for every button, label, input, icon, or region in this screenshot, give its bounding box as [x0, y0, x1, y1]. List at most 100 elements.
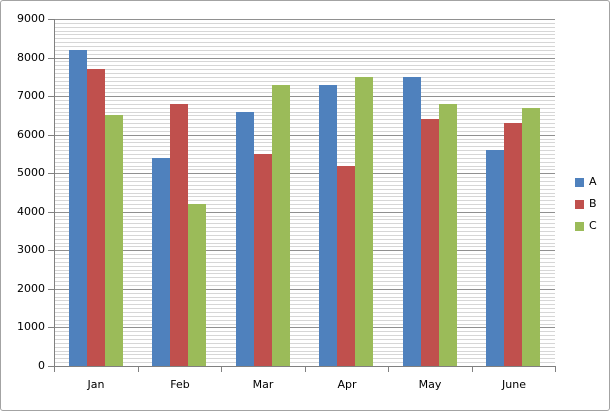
gridline-minor [54, 189, 555, 190]
x-axis-tick [54, 367, 55, 372]
gridline-minor [54, 293, 555, 294]
gridline-minor [54, 308, 555, 309]
gridline-minor [54, 177, 555, 178]
y-axis-line [54, 19, 55, 367]
y-axis-label: 1000 [17, 320, 45, 333]
gridline-minor [54, 27, 555, 28]
legend-label: A [589, 175, 597, 188]
gridline-minor [54, 38, 555, 39]
gridline-minor [54, 358, 555, 359]
legend-entry-b: B [575, 198, 597, 210]
gridline-minor [54, 316, 555, 317]
y-axis-tick [48, 327, 54, 328]
legend-label: B [589, 197, 597, 210]
x-axis-tick [305, 367, 306, 372]
plot-area [54, 19, 555, 366]
gridline-minor [54, 34, 555, 35]
gridline-minor [54, 300, 555, 301]
gridline-major [54, 289, 555, 290]
y-axis-label: 5000 [17, 166, 45, 179]
legend-swatch-b [575, 199, 584, 209]
gridline-minor [54, 142, 555, 143]
gridline-minor [54, 312, 555, 313]
gridline-major [54, 327, 555, 328]
y-axis-tick [48, 96, 54, 97]
gridline-minor [54, 231, 555, 232]
gridline-minor [54, 246, 555, 247]
gridline-major [54, 212, 555, 213]
gridline-minor [54, 208, 555, 209]
gridline-minor [54, 331, 555, 332]
gridline-minor [54, 146, 555, 147]
x-axis-tick [472, 367, 473, 372]
legend-swatch-c [575, 221, 584, 231]
bar-a-jan [69, 50, 87, 366]
y-axis-tick [48, 289, 54, 290]
bar-b-june [504, 123, 522, 366]
gridline-minor [54, 266, 555, 267]
gridline-minor [54, 61, 555, 62]
x-axis-tick [221, 367, 222, 372]
bar-b-apr [337, 166, 355, 366]
gridline-minor [54, 235, 555, 236]
y-axis-label: 7000 [17, 89, 45, 102]
gridline-minor [54, 258, 555, 259]
gridline-minor [54, 42, 555, 43]
gridline-major [54, 250, 555, 251]
gridline-minor [54, 162, 555, 163]
bar-c-feb [188, 204, 206, 366]
gridline-minor [54, 23, 555, 24]
gridline-minor [54, 54, 555, 55]
gridline-minor [54, 243, 555, 244]
gridline-minor [54, 112, 555, 113]
gridline-minor [54, 100, 555, 101]
gridline-minor [54, 77, 555, 78]
bar-a-may [403, 77, 421, 366]
gridline-minor [54, 50, 555, 51]
gridline-minor [54, 362, 555, 363]
gridline-minor [54, 108, 555, 109]
gridline-minor [54, 31, 555, 32]
gridline-minor [54, 277, 555, 278]
gridline-minor [54, 65, 555, 66]
gridline-minor [54, 219, 555, 220]
x-axis-tick [138, 367, 139, 372]
gridline-minor [54, 196, 555, 197]
gridline-minor [54, 262, 555, 263]
gridline-minor [54, 185, 555, 186]
gridline-minor [54, 131, 555, 132]
y-axis-tick [48, 212, 54, 213]
gridline-minor [54, 158, 555, 159]
gridline-minor [54, 239, 555, 240]
x-axis-label: Feb [170, 378, 190, 391]
gridline-minor [54, 297, 555, 298]
gridline-minor [54, 85, 555, 86]
gridline-minor [54, 324, 555, 325]
gridline-minor [54, 127, 555, 128]
gridline-major [54, 96, 555, 97]
gridline-minor [54, 285, 555, 286]
y-axis-tick [48, 366, 54, 367]
y-axis-label: 9000 [17, 12, 45, 25]
y-axis-label: 6000 [17, 128, 45, 141]
gridline-minor [54, 200, 555, 201]
gridline-minor [54, 223, 555, 224]
x-axis-label: May [418, 378, 442, 391]
bar-a-june [486, 150, 504, 366]
bar-b-mar [254, 154, 272, 366]
bar-c-june [522, 108, 540, 366]
gridline-minor [54, 347, 555, 348]
gridline-minor [54, 339, 555, 340]
gridline-minor [54, 166, 555, 167]
bar-a-apr [319, 85, 337, 366]
bar-a-mar [236, 112, 254, 366]
gridline-minor [54, 150, 555, 151]
legend-swatch-a [575, 177, 584, 187]
gridline-minor [54, 343, 555, 344]
gridline-minor [54, 69, 555, 70]
gridline-minor [54, 320, 555, 321]
x-axis-label: June [502, 378, 526, 391]
gridline-minor [54, 216, 555, 217]
gridline-minor [54, 351, 555, 352]
gridline-minor [54, 73, 555, 74]
